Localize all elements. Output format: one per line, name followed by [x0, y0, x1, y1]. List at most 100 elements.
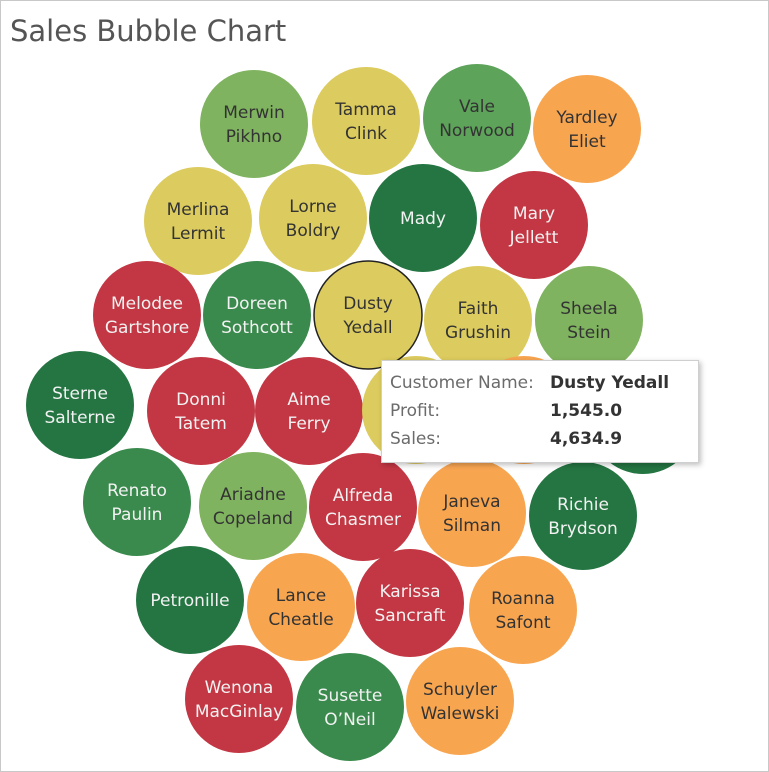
bubble[interactable]: Donni Tatem [147, 357, 255, 465]
bubble-label: Yedall [342, 318, 392, 338]
bubble-label: Ferry [287, 414, 330, 434]
bubble-label: Richie [557, 495, 609, 515]
bubble-circle[interactable] [259, 164, 367, 272]
bubble-label: Melodee [111, 294, 183, 314]
bubble-label: Schuyler [423, 680, 497, 700]
bubble-label: Vale [459, 97, 495, 117]
bubble[interactable]: Richie Brydson [529, 462, 637, 570]
bubble-circle[interactable] [356, 549, 464, 657]
bubble-label: Merlina [167, 200, 230, 220]
bubble-label: Eliet [568, 132, 606, 152]
bubble-circle[interactable] [255, 357, 363, 465]
bubble-circle[interactable] [144, 167, 252, 275]
bubble-circle[interactable] [203, 261, 311, 369]
tooltip-value: 4,634.9 [550, 429, 623, 449]
bubble-label: Lance [276, 586, 326, 606]
bubble-label: Paulin [112, 505, 163, 525]
bubble[interactable]: Vale Norwood [423, 64, 531, 172]
bubble[interactable]: Sheela Stein [535, 266, 643, 374]
bubble-circle[interactable] [185, 645, 293, 753]
bubble-label: Ariadne [220, 485, 286, 505]
bubble[interactable]: Dusty Yedall [313, 260, 423, 370]
bubble-label: Yardley [555, 108, 617, 128]
bubble-label: Grushin [445, 323, 511, 343]
bubble[interactable]: Merwin Pikhno [200, 70, 308, 178]
bubble[interactable]: Tamma Clink [312, 67, 420, 175]
bubble-label: Donni [176, 390, 226, 410]
bubble[interactable]: Wenona MacGinlay [185, 645, 293, 753]
bubble-label: Sancraft [374, 606, 445, 626]
bubble-label: Doreen [226, 294, 288, 314]
bubble-label: Lermit [171, 224, 226, 244]
bubble-label: Wenona [205, 678, 274, 698]
bubble[interactable]: Petronille [136, 546, 244, 654]
bubble-label: Faith [458, 299, 499, 319]
bubble-circle[interactable] [309, 453, 417, 561]
bubble-circle[interactable] [83, 448, 191, 556]
bubble-label: Merwin [223, 103, 285, 123]
bubble-circle[interactable] [296, 653, 404, 761]
bubble-circle[interactable] [136, 546, 244, 654]
bubble[interactable]: Merlina Lermit [144, 167, 252, 275]
bubble-label: Janeva [442, 492, 500, 512]
bubble-circle[interactable] [147, 357, 255, 465]
bubble[interactable]: Renato Paulin [83, 448, 191, 556]
bubble-label: Tamma [334, 100, 397, 120]
bubble[interactable]: Roanna Safont [469, 556, 577, 664]
bubble-label: Sheela [560, 299, 618, 319]
bubble-circle[interactable] [529, 462, 637, 570]
bubble-circle[interactable] [247, 553, 355, 661]
bubble-circle[interactable] [312, 67, 420, 175]
bubble[interactable]: Schuyler Walewski [406, 647, 514, 755]
bubble-label: Sterne [52, 384, 108, 404]
bubble-label: Safont [495, 613, 550, 633]
tooltip-key: Customer Name: [390, 373, 534, 393]
tooltip-value: Dusty Yedall [550, 373, 670, 393]
bubble[interactable]: Lorne Boldry [259, 164, 367, 272]
tooltip-value: 1,545.0 [550, 401, 623, 421]
bubble-circle[interactable] [423, 64, 531, 172]
bubble-circle[interactable] [418, 459, 526, 567]
bubble[interactable]: Sterne Salterne [26, 351, 134, 459]
bubble-label: Alfreda [333, 486, 394, 506]
bubble[interactable]: Mary Jellett [480, 171, 588, 279]
bubble-label: Lorne [289, 197, 337, 217]
bubble[interactable]: Ariadne Copeland [199, 452, 307, 560]
bubble[interactable]: Melodee Gartshore [93, 261, 201, 369]
bubble[interactable]: Yardley Eliet [533, 75, 641, 183]
tooltip-key: Sales: [390, 429, 441, 449]
bubble-label: O’Neil [324, 710, 375, 730]
bubble-circle[interactable] [480, 171, 588, 279]
bubble[interactable]: Alfreda Chasmer [309, 453, 417, 561]
bubble[interactable]: Janeva Silman [418, 459, 526, 567]
bubble-label: Silman [443, 516, 501, 536]
bubble-circle[interactable] [199, 452, 307, 560]
bubble[interactable]: Mady [369, 164, 477, 272]
bubble[interactable]: Aime Ferry [255, 357, 363, 465]
bubble[interactable]: Faith Grushin [424, 266, 532, 374]
bubble-circle[interactable] [424, 266, 532, 374]
bubble-circle[interactable] [313, 260, 423, 370]
bubble[interactable]: Susette O’Neil [296, 653, 404, 761]
bubble-label: Sothcott [221, 318, 293, 338]
bubble-label: Copeland [213, 509, 293, 529]
bubble-label: Stein [567, 323, 610, 343]
bubble-circle[interactable] [469, 556, 577, 664]
bubble-label: Pikhno [226, 127, 282, 147]
bubble-circle[interactable] [200, 70, 308, 178]
bubble-circle[interactable] [406, 647, 514, 755]
bubble-label: Chasmer [325, 510, 401, 530]
bubble-circle[interactable] [535, 266, 643, 374]
bubble-circle[interactable] [26, 351, 134, 459]
bubble[interactable]: Lance Cheatle [247, 553, 355, 661]
bubble-circle[interactable] [369, 164, 477, 272]
tooltip-key: Profit: [390, 401, 441, 421]
bubble-circle[interactable] [533, 75, 641, 183]
bubble-circle[interactable] [93, 261, 201, 369]
bubble[interactable]: Karissa Sancraft [356, 549, 464, 657]
bubble-label: Renato [107, 481, 167, 501]
bubble-label: Karissa [379, 582, 440, 602]
bubble[interactable]: Doreen Sothcott [203, 261, 311, 369]
bubble-label: Aime [287, 390, 330, 410]
